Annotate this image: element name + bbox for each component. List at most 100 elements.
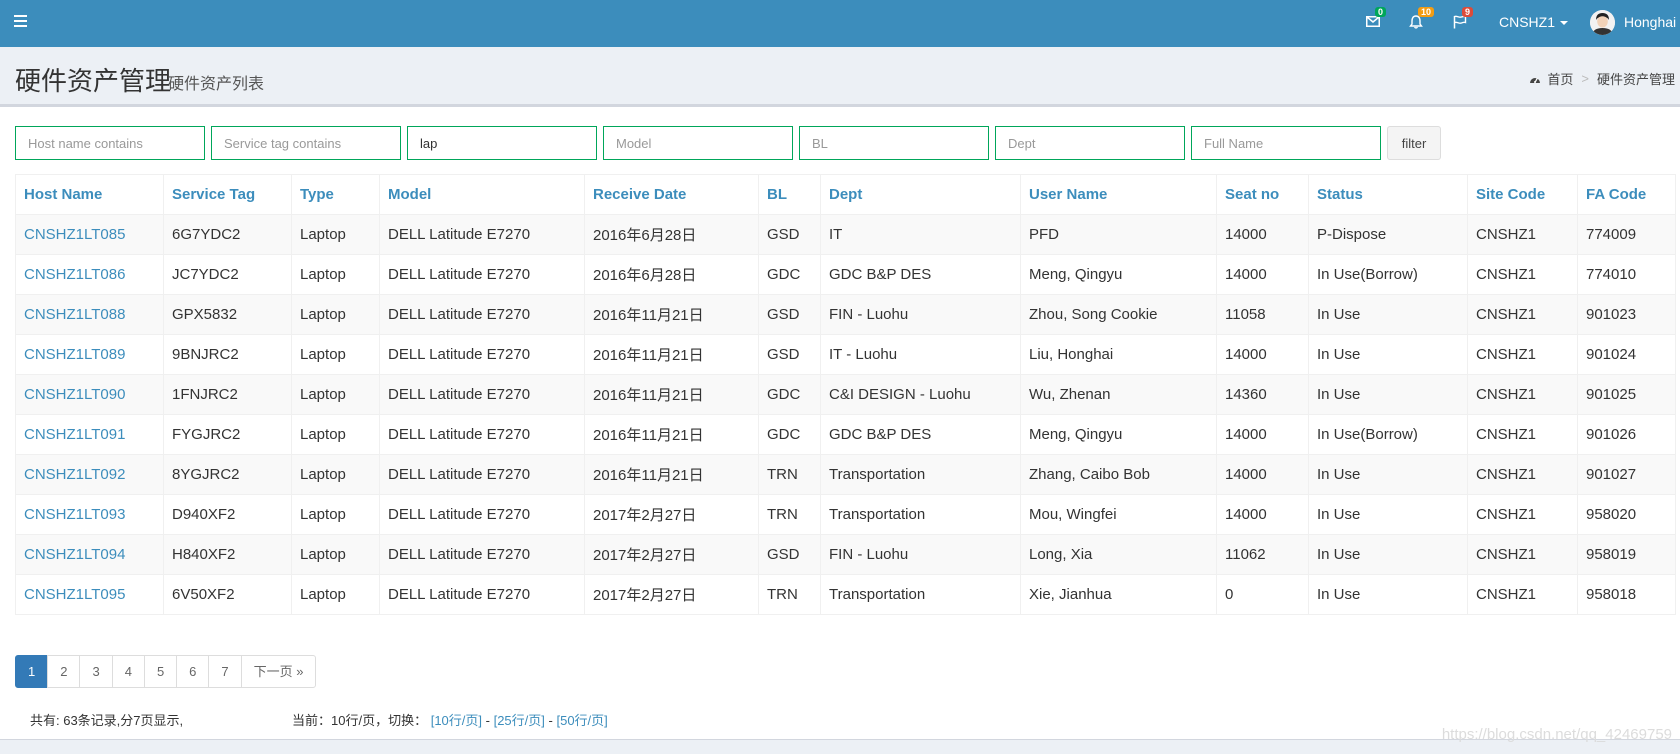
table-cell: CNSHZ1LT092	[15, 454, 164, 495]
host-name-link[interactable]: CNSHZ1LT092	[24, 466, 126, 483]
model-filter-input[interactable]	[603, 126, 793, 160]
tasks-menu[interactable]: 9	[1450, 7, 1474, 35]
column-header[interactable]: Dept	[820, 174, 1021, 215]
table-cell: CNSHZ1LT093	[15, 494, 164, 535]
column-header[interactable]: Receive Date	[584, 174, 759, 215]
table-cell: DELL Latitude E7270	[379, 374, 585, 415]
table-cell: GSD	[758, 334, 821, 375]
column-header[interactable]: Site Code	[1467, 174, 1578, 215]
table-cell: D940XF2	[163, 494, 292, 535]
table-cell: Laptop	[291, 254, 380, 295]
bl-filter-input[interactable]	[799, 126, 989, 160]
next-page-button[interactable]: 下一页 »	[240, 655, 317, 688]
table-cell: CNSHZ1	[1467, 254, 1578, 295]
table-cell: FIN - Luohu	[820, 294, 1021, 335]
tasks-badge: 9	[1462, 7, 1474, 17]
column-header[interactable]: Seat no	[1216, 174, 1309, 215]
page-title: 硬件资产管理	[15, 66, 172, 96]
host-name-link[interactable]: CNSHZ1LT088	[24, 306, 126, 323]
table-cell: 14000	[1216, 254, 1309, 295]
table-row: CNSHZ1LT091 FYGJRC2 Laptop DELL Latitude E7…	[15, 414, 1676, 455]
user-name: Honghai	[1624, 14, 1677, 30]
host-name-link[interactable]: CNSHZ1LT091	[24, 426, 126, 443]
table-cell: 9BNJRC2	[163, 334, 292, 375]
table-cell: In Use	[1308, 454, 1468, 495]
table-cell: Long, Xia	[1020, 534, 1217, 575]
table-cell: In Use(Borrow)	[1308, 254, 1468, 295]
page-size-switcher: 当前：10行/页，切换： [10行/页] - [25行/页] - [50行/页]	[292, 710, 608, 729]
host-name-link[interactable]: CNSHZ1LT095	[24, 586, 126, 603]
site-dropdown[interactable]: CNSHZ1	[1499, 14, 1569, 30]
page-button-1[interactable]: 1	[15, 655, 49, 688]
host-name-link[interactable]: CNSHZ1LT090	[24, 386, 126, 403]
dept-filter-input[interactable]	[995, 126, 1185, 160]
table-cell: TRN	[758, 494, 821, 535]
table-row: CNSHZ1LT085 6G7YDC2 Laptop DELL Latitude E7…	[15, 214, 1676, 255]
column-header[interactable]: Status	[1308, 174, 1468, 215]
page-size-50-link[interactable]: [50行/页]	[556, 713, 608, 728]
table-cell: 901025	[1577, 374, 1676, 415]
host-name-link[interactable]: CNSHZ1LT089	[24, 346, 126, 363]
table-cell: CNSHZ1	[1467, 494, 1578, 535]
column-header[interactable]: Model	[379, 174, 585, 215]
column-header[interactable]: FA Code	[1577, 174, 1676, 215]
column-header[interactable]: BL	[758, 174, 821, 215]
full-name-filter-input[interactable]	[1191, 126, 1381, 160]
table-cell: Zhou, Song Cookie	[1020, 294, 1217, 335]
messages-menu[interactable]: 0	[1363, 7, 1387, 35]
type-filter-input[interactable]	[407, 126, 597, 160]
table-cell: 2016年11月21日	[584, 414, 759, 455]
breadcrumb-separator: >	[1581, 71, 1589, 86]
table-cell: 0	[1216, 574, 1309, 615]
table-cell: DELL Latitude E7270	[379, 494, 585, 535]
table-cell: PFD	[1020, 214, 1217, 255]
breadcrumb-home-label: 首页	[1547, 72, 1574, 87]
table-cell: DELL Latitude E7270	[379, 414, 585, 455]
host-name-filter-input[interactable]	[15, 126, 205, 160]
avatar	[1590, 10, 1615, 35]
table-cell: 8YGJRC2	[163, 454, 292, 495]
table-cell: 2016年6月28日	[584, 254, 759, 295]
table-cell: DELL Latitude E7270	[379, 334, 585, 375]
column-header[interactable]: Host Name	[15, 174, 164, 215]
page-button-4[interactable]: 4	[111, 655, 145, 688]
table-cell: DELL Latitude E7270	[379, 534, 585, 575]
table-cell: FYGJRC2	[163, 414, 292, 455]
page-button-5[interactable]: 5	[143, 655, 178, 688]
host-name-link[interactable]: CNSHZ1LT085	[24, 226, 126, 243]
table-cell: DELL Latitude E7270	[379, 214, 585, 255]
page-button-6[interactable]: 6	[176, 655, 210, 688]
page-button-2[interactable]: 2	[47, 655, 81, 688]
page-button-3[interactable]: 3	[79, 655, 113, 688]
table-cell: CNSHZ1	[1467, 214, 1578, 255]
table-cell: 958020	[1577, 494, 1676, 535]
host-name-link[interactable]: CNSHZ1LT094	[24, 546, 126, 563]
table-cell: CNSHZ1LT088	[15, 294, 164, 335]
table-cell: Transportation	[820, 574, 1021, 615]
table-cell: Transportation	[820, 494, 1021, 535]
notifications-menu[interactable]: 10	[1406, 7, 1435, 35]
table-cell: Laptop	[291, 454, 380, 495]
envelope-icon	[1366, 16, 1380, 27]
table-cell: 2016年11月21日	[584, 294, 759, 335]
column-header[interactable]: Type	[291, 174, 380, 215]
page-button-7[interactable]: 7	[208, 655, 242, 688]
sidebar-toggle-icon[interactable]	[14, 15, 27, 29]
host-name-link[interactable]: CNSHZ1LT093	[24, 506, 126, 523]
table-cell: Wu, Zhenan	[1020, 374, 1217, 415]
table-cell: P-Dispose	[1308, 214, 1468, 255]
table-cell: CNSHZ1LT090	[15, 374, 164, 415]
table-cell: GDC B&P DES	[820, 254, 1021, 295]
host-name-link[interactable]: CNSHZ1LT086	[24, 266, 126, 283]
column-header[interactable]: User Name	[1020, 174, 1217, 215]
page-size-10-link[interactable]: [10行/页]	[430, 713, 482, 728]
breadcrumb-home[interactable]: 首页	[1529, 69, 1573, 88]
table-cell: 2016年11月21日	[584, 334, 759, 375]
table-cell: In Use	[1308, 574, 1468, 615]
column-header[interactable]: Service Tag	[163, 174, 292, 215]
page-size-25-link[interactable]: [25行/页]	[493, 713, 545, 728]
table-cell: 6V50XF2	[163, 574, 292, 615]
filter-button[interactable]: filter	[1387, 126, 1441, 160]
watermark-text: https://blog.csdn.net/qq_42469759	[1441, 726, 1672, 743]
service-tag-filter-input[interactable]	[211, 126, 401, 160]
